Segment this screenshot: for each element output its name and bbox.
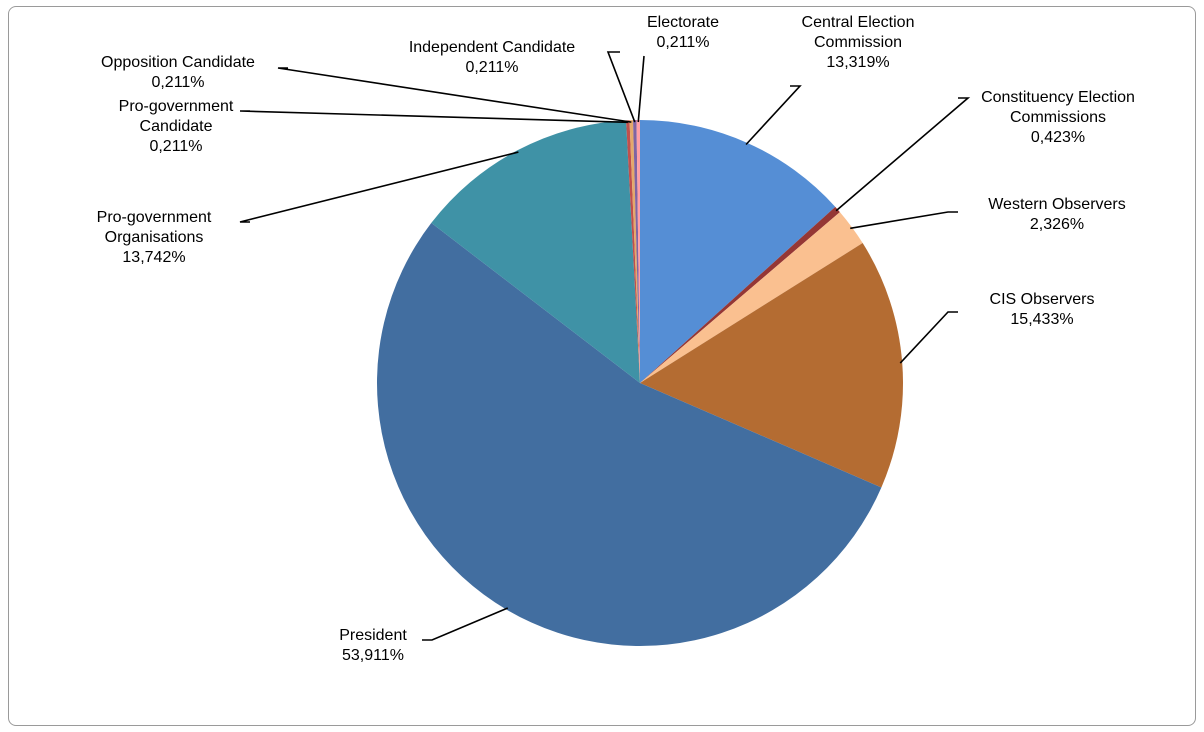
pie-labels: Central Election Commission 13,319% Constit… bbox=[97, 14, 1135, 664]
leader-line bbox=[745, 85, 802, 146]
leader-line bbox=[239, 110, 628, 124]
leader-line bbox=[277, 67, 632, 123]
slice-category-label: President bbox=[339, 627, 407, 644]
pie-slice bbox=[640, 212, 863, 383]
slice-category-label: Independent Candidate bbox=[409, 39, 575, 56]
slice-category-label: Opposition Candidate bbox=[101, 54, 255, 71]
slice-category-label: Central Election bbox=[802, 14, 915, 31]
pie-slice bbox=[633, 120, 640, 383]
pie-slices bbox=[376, 120, 903, 647]
slice-category-label: CIS Observers bbox=[990, 291, 1095, 308]
slice-value-label: 13,742% bbox=[122, 249, 185, 266]
slice-value-label: 13,319% bbox=[826, 54, 889, 71]
pie-slice bbox=[640, 120, 836, 383]
pie-slice bbox=[376, 222, 882, 647]
slice-category-label: Candidate bbox=[140, 118, 213, 135]
slice-category-label: Constituency Election bbox=[981, 89, 1135, 106]
slice-category-label: Organisations bbox=[105, 229, 204, 246]
slice-category-label: Pro-government bbox=[119, 98, 234, 115]
slice-value-label: 15,433% bbox=[1010, 311, 1073, 328]
slice-category-label: Electorate bbox=[647, 14, 719, 31]
slice-value-label: 0,211% bbox=[151, 74, 204, 91]
pie-slice bbox=[636, 120, 640, 383]
leader-line bbox=[899, 311, 958, 364]
leader-line bbox=[850, 211, 958, 230]
leader-line bbox=[239, 151, 519, 223]
pie-slice bbox=[640, 206, 840, 383]
slice-category-label: Western Observers bbox=[988, 196, 1126, 213]
slice-value-label: 0,423% bbox=[1031, 129, 1085, 146]
slice-category-label: Commission bbox=[814, 34, 902, 51]
leader-line bbox=[637, 55, 645, 123]
slice-value-label: 0,211% bbox=[656, 34, 709, 51]
pie-slice bbox=[431, 120, 640, 384]
slice-value-label: 0,211% bbox=[149, 138, 202, 155]
slice-category-label: Pro-government bbox=[97, 209, 212, 226]
leader-line bbox=[835, 97, 971, 212]
slice-category-label: Commissions bbox=[1010, 109, 1106, 126]
pie-slice bbox=[640, 243, 903, 488]
slice-value-label: 2,326% bbox=[1030, 216, 1084, 233]
leader-line bbox=[606, 51, 636, 123]
pie-slice bbox=[629, 120, 640, 384]
leader-line bbox=[422, 607, 509, 641]
pie-slice bbox=[626, 120, 640, 383]
slice-value-label: 53,911% bbox=[342, 647, 404, 664]
slice-value-label: 0,211% bbox=[465, 59, 518, 76]
